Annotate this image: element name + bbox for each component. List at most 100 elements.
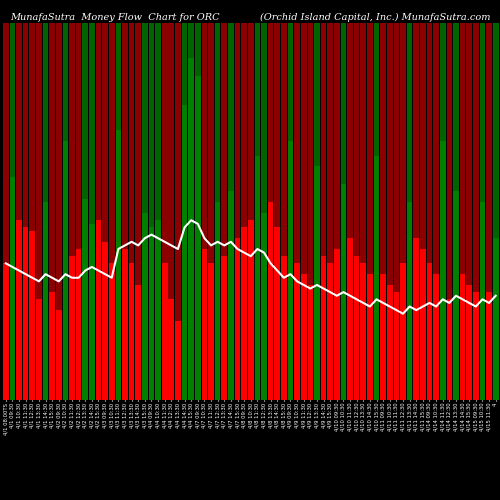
Bar [493, 238, 498, 400]
Bar [96, 220, 102, 400]
Bar [446, 300, 452, 400]
Bar [387, 285, 392, 400]
Bar [301, 22, 306, 400]
Bar [228, 192, 234, 400]
Bar [222, 22, 227, 400]
Bar [493, 22, 498, 400]
Bar [380, 22, 386, 400]
Bar [102, 22, 108, 400]
Bar [394, 22, 399, 400]
Bar [50, 22, 55, 400]
Bar [321, 256, 326, 400]
Bar [89, 22, 94, 400]
Bar [16, 22, 22, 400]
Bar [440, 22, 446, 400]
Bar [420, 22, 426, 400]
Bar [148, 22, 154, 400]
Bar [96, 22, 102, 400]
Bar [136, 285, 141, 400]
Bar [328, 264, 333, 400]
Bar [486, 22, 492, 400]
Bar [82, 22, 88, 400]
Bar [208, 264, 214, 400]
Bar [294, 264, 300, 400]
Bar [36, 22, 42, 400]
Bar [142, 22, 148, 400]
Bar [414, 238, 419, 400]
Bar [334, 249, 340, 400]
Text: MunafaSutra  Money Flow  Chart for ORC: MunafaSutra Money Flow Chart for ORC [10, 12, 220, 22]
Bar [195, 76, 200, 400]
Bar [426, 22, 432, 400]
Bar [374, 156, 380, 400]
Bar [473, 22, 478, 400]
Bar [175, 321, 180, 400]
Bar [242, 228, 247, 400]
Bar [148, 228, 154, 400]
Bar [301, 274, 306, 400]
Bar [82, 198, 88, 400]
Bar [36, 300, 42, 400]
Bar [374, 22, 380, 400]
Bar [407, 22, 412, 400]
Bar [3, 22, 8, 400]
Bar [407, 202, 412, 400]
Bar [248, 220, 254, 400]
Bar [486, 292, 492, 400]
Bar [50, 292, 55, 400]
Bar [274, 228, 280, 400]
Bar [56, 22, 62, 400]
Bar [288, 141, 294, 400]
Bar [294, 22, 300, 400]
Bar [23, 228, 28, 400]
Bar [222, 256, 227, 400]
Bar [16, 220, 22, 400]
Bar [136, 22, 141, 400]
Bar [394, 292, 399, 400]
Bar [288, 22, 294, 400]
Bar [321, 22, 326, 400]
Bar [268, 22, 274, 400]
Bar [202, 22, 207, 400]
Bar [129, 22, 134, 400]
Bar [3, 264, 8, 400]
Bar [268, 202, 274, 400]
Bar [89, 224, 94, 400]
Bar [400, 22, 406, 400]
Bar [162, 264, 168, 400]
Bar [215, 22, 220, 400]
Bar [156, 22, 161, 400]
Bar [446, 22, 452, 400]
Bar [314, 166, 320, 400]
Bar [142, 213, 148, 400]
Bar [426, 264, 432, 400]
Bar [188, 22, 194, 400]
Bar [360, 264, 366, 400]
Bar [434, 274, 439, 400]
Bar [76, 249, 82, 400]
Bar [281, 22, 286, 400]
Bar [234, 22, 240, 400]
Text: (Orchid Island Capital, Inc.) MunafaSutra.com: (Orchid Island Capital, Inc.) MunafaSutr… [260, 12, 490, 22]
Bar [10, 177, 15, 400]
Bar [116, 130, 121, 400]
Bar [188, 58, 194, 400]
Bar [347, 238, 353, 400]
Bar [30, 22, 35, 400]
Bar [340, 22, 346, 400]
Bar [208, 22, 214, 400]
Bar [274, 22, 280, 400]
Bar [10, 22, 15, 400]
Bar [334, 22, 340, 400]
Bar [367, 22, 372, 400]
Bar [129, 264, 134, 400]
Bar [215, 202, 220, 400]
Bar [56, 310, 62, 400]
Bar [62, 141, 68, 400]
Bar [340, 184, 346, 400]
Bar [109, 22, 114, 400]
Bar [62, 22, 68, 400]
Bar [175, 22, 180, 400]
Bar [328, 22, 333, 400]
Bar [480, 202, 486, 400]
